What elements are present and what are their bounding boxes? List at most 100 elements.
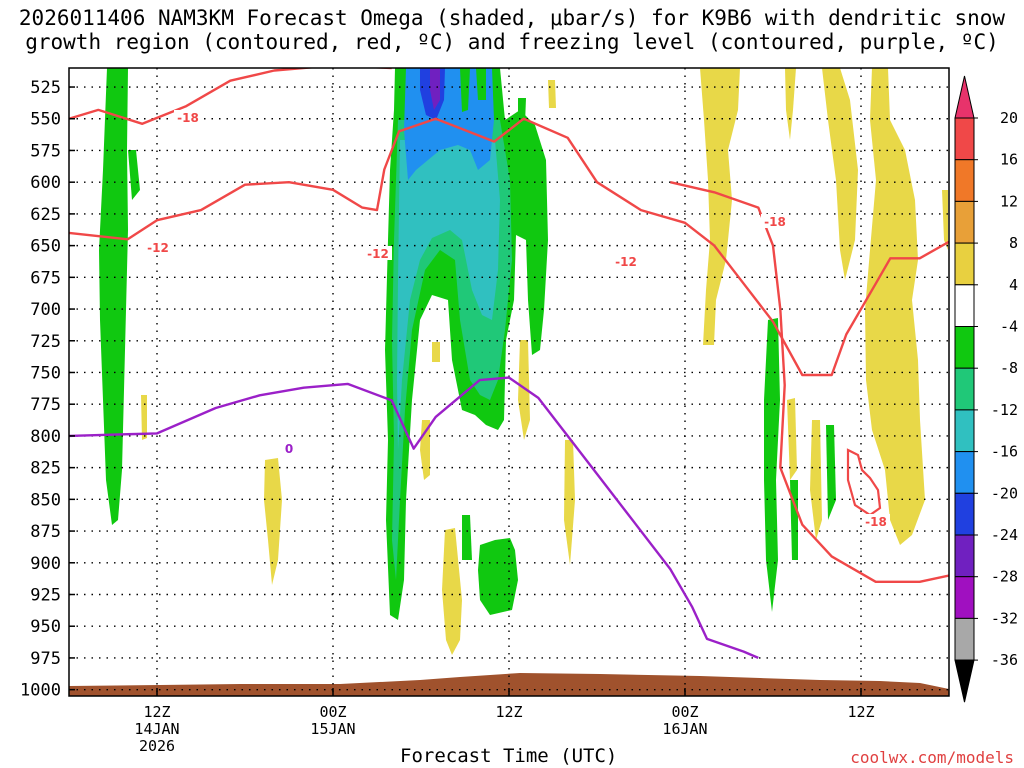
dgz-contour-line (69, 117, 949, 377)
y-tick-label: 550 (30, 110, 61, 130)
dgz-contour-line (846, 448, 882, 517)
colorbar-label: -36 (991, 651, 1018, 669)
contour-label: -18 (764, 215, 786, 229)
colorbar: 20 16 12 8 4 -4 -8 -12 -16 -20 -24 -28 -32 -36 (954, 75, 1018, 703)
omega-negative-region (99, 68, 128, 525)
omega-negative-region (764, 318, 780, 612)
y-tick-label: 875 (30, 522, 61, 542)
omega-positive-region (810, 420, 822, 540)
omega-positive-region (787, 398, 797, 480)
y-tick-label: 750 (30, 363, 61, 383)
omega-positive-region (564, 440, 575, 565)
y-tick-label: 950 (30, 617, 61, 637)
omega-negative-region (476, 68, 486, 100)
contour-label: -18 (177, 111, 199, 125)
contour-label: -12 (615, 255, 637, 269)
y-tick-label: 600 (30, 173, 61, 193)
y-tick-label: 575 (30, 141, 61, 161)
y-tick-label: 775 (30, 395, 61, 415)
y-tick-label: 850 (30, 490, 61, 510)
contour-labels: -18 -12 -12 -12 -18 -18 0 (144, 110, 890, 529)
y-tick-label: 625 (30, 205, 61, 225)
omega-positive-region (822, 68, 858, 280)
colorbar-swatch (954, 409, 975, 453)
contour-label-bg (862, 514, 890, 528)
omega-positive-region (264, 458, 282, 585)
x-tick-label: 15JAN (310, 720, 355, 738)
chart-title-line2: growth region (contoured, red, ºC) and f… (25, 30, 999, 54)
dgz-contour-line (69, 68, 392, 125)
freezing-level-line (69, 376, 759, 660)
colorbar-label: -24 (991, 526, 1018, 544)
omega-shading (99, 68, 948, 655)
contour-label-bg (174, 110, 202, 124)
omega-positive-region (141, 395, 147, 440)
contour-label: 0 (285, 442, 293, 456)
plot-area (69, 68, 949, 696)
colorbar-top-arrow (954, 75, 975, 119)
x-axis-title: Forecast Time (UTC) (400, 745, 618, 767)
colorbar-label: -32 (991, 609, 1018, 627)
y-tick-label: 825 (30, 459, 61, 479)
omega-negative-region (430, 68, 440, 110)
y-tick-label: 975 (30, 649, 61, 669)
omega-negative-region (518, 98, 526, 150)
colorbar-swatch (954, 367, 975, 411)
colorbar-label: 16 (1000, 151, 1018, 169)
contour-label-bg (612, 254, 640, 268)
omega-negative-region (397, 140, 500, 450)
x-tick-label: 00Z (319, 703, 346, 721)
x-tick-label: 14JAN (134, 720, 179, 738)
colorbar-swatch (954, 284, 975, 327)
contour-label-bg (364, 246, 392, 260)
colorbar-swatch (954, 117, 975, 161)
omega-negative-region (128, 150, 140, 200)
colorbar-swatch (954, 492, 975, 536)
omega-positive-region (548, 80, 556, 108)
y-tick-label: 650 (30, 237, 61, 257)
colorbar-label: -16 (991, 443, 1018, 461)
contour-label: -12 (147, 241, 169, 255)
contour-label-bg (144, 240, 172, 254)
colorbar-label: -4 (1000, 318, 1018, 336)
y-tick-label: 675 (30, 268, 61, 288)
y-tick-label: 1000 (20, 681, 61, 701)
colorbar-swatch (954, 617, 975, 661)
colorbar-swatch (954, 451, 975, 494)
omega-negative-region (462, 515, 472, 560)
colorbar-label: 12 (1000, 192, 1018, 210)
x-tick-label: 12Z (847, 703, 874, 721)
contour-label-bg (275, 441, 303, 455)
y-tick-label: 925 (30, 586, 61, 606)
colorbar-swatch (954, 326, 975, 369)
credit-text: coolwx.com/models (850, 748, 1014, 767)
omega-positive-region (518, 340, 530, 440)
x-tick-label: 00Z (671, 703, 698, 721)
x-tick-label: 2026 (139, 737, 175, 755)
contours (69, 68, 949, 660)
colorbar-label: 8 (1009, 234, 1018, 252)
omega-positive-region (432, 342, 440, 362)
omega-negative-region (460, 68, 470, 112)
contour-label: -12 (367, 247, 389, 261)
y-axis: 525 550 575 600 625 650 675 700 725 750 775 800 825 8… (20, 78, 75, 701)
omega-positive-region (785, 68, 796, 140)
colorbar-swatch (954, 200, 975, 244)
colorbar-swatch (954, 242, 975, 286)
dgz-contour-line (670, 181, 949, 583)
omega-positive-region (942, 190, 948, 250)
x-tick-label: 16JAN (662, 720, 707, 738)
y-tick-label: 525 (30, 78, 61, 98)
colorbar-bottom-arrow (954, 659, 975, 703)
colorbar-label: 20 (1000, 109, 1018, 127)
y-tick-label: 700 (30, 300, 61, 320)
y-tick-label: 800 (30, 427, 61, 447)
omega-positive-region (865, 68, 925, 545)
colorbar-label: -8 (1000, 359, 1018, 377)
contour-label-bg (761, 214, 789, 228)
chart-title-line1: 2026011406 NAM3KM Forecast Omega (shaded… (18, 6, 1006, 30)
colorbar-swatch (954, 534, 975, 578)
colorbar-swatch (954, 159, 975, 202)
colorbar-label: -28 (991, 568, 1018, 586)
